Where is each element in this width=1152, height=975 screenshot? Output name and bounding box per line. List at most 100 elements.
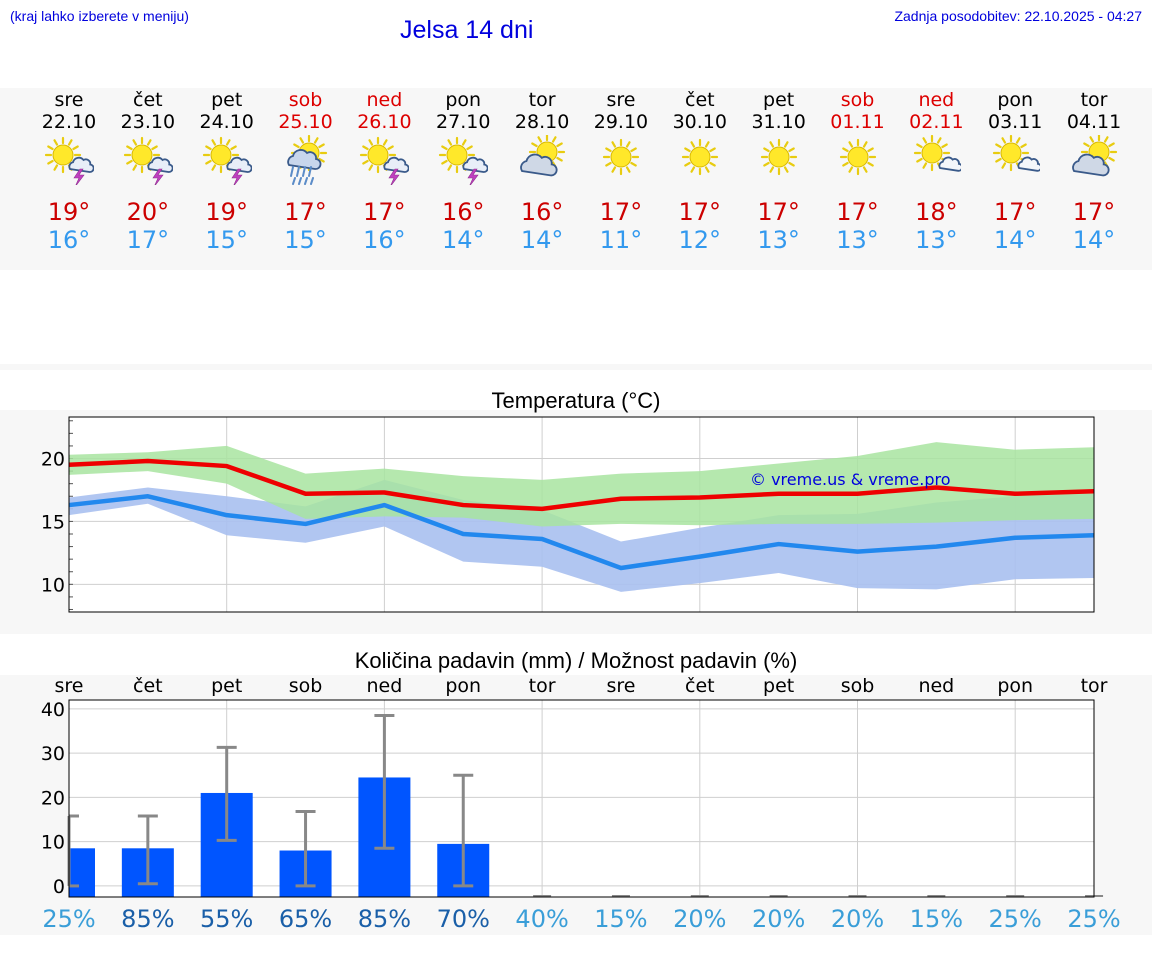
page-title: Jelsa 14 dni [400, 16, 534, 44]
precip-probability: 20% [673, 905, 726, 933]
day-name: sob [840, 89, 875, 111]
sun-ray [317, 143, 325, 149]
x-tick-label: čet [685, 675, 715, 697]
sun-ray [132, 139, 137, 146]
day-name: ned [366, 89, 403, 111]
cloud-shape [286, 149, 321, 170]
sun-ray [556, 156, 563, 162]
sun-ray [922, 162, 928, 169]
sun-ray [605, 147, 612, 153]
sun-ray [72, 145, 79, 151]
sun-ray [292, 143, 300, 149]
day-date: 03.11 [987, 111, 1043, 133]
y-tick-label: 15 [41, 511, 65, 533]
sun-ray [441, 159, 448, 165]
sun-ray [67, 139, 73, 146]
max-temp-line [68, 458, 1095, 512]
precip-probability: 65% [279, 905, 332, 933]
sun-disc [210, 144, 232, 166]
min-temp: 15° [205, 226, 248, 254]
sun-ray [866, 147, 874, 153]
sun-ray [151, 145, 158, 151]
sun-ray [368, 139, 374, 146]
x-tick-label: čet [133, 675, 163, 697]
precip-probability: 85% [358, 905, 411, 933]
cloud-shape [520, 153, 558, 177]
sun-disc [921, 142, 943, 164]
sun-ray [47, 145, 54, 151]
sun-ray [1108, 142, 1115, 148]
sun-ray [611, 166, 617, 173]
sun-ray [862, 166, 868, 173]
x-tick-label: sre [606, 675, 635, 697]
precip-probability: 15% [910, 905, 963, 933]
sun-icon [681, 138, 718, 176]
sun-ray [1108, 156, 1115, 162]
min-temp: 14° [1072, 226, 1116, 254]
sun-ray [762, 147, 770, 153]
sun-ray [769, 141, 774, 148]
y-tick-label: 10 [41, 832, 65, 854]
sun-icon [839, 138, 876, 176]
y-tick-label: 20 [41, 449, 65, 471]
day-date: 22.10 [41, 111, 97, 133]
sun-ray [466, 145, 474, 151]
x-tick-label: tor [1081, 675, 1108, 697]
precip-probability: 20% [752, 905, 805, 933]
lightning-bolt [73, 168, 85, 185]
sun-ray [211, 164, 216, 171]
max-temp: 16° [520, 198, 564, 226]
sun-ray [313, 137, 319, 144]
day-date: 02.11 [909, 111, 964, 133]
precip-probability: 85% [121, 905, 174, 933]
sun-ray [211, 139, 216, 146]
min-temp: 14° [993, 226, 1037, 254]
sun-disc [367, 144, 389, 166]
sun-disc [610, 146, 632, 168]
sun-ray [537, 136, 543, 143]
plot-frame [68, 699, 1095, 898]
day-name: tor [528, 89, 556, 111]
sun-ray [362, 159, 370, 165]
temperature-chart-title: Temperatura (°C) [491, 388, 661, 413]
sun-ray [1083, 142, 1090, 148]
day-name: pet [763, 89, 795, 111]
day-name: sre [606, 89, 636, 111]
y-tick-label: 20 [41, 787, 65, 809]
temperature-chart: 10 15 20 © vreme.us & vreme.pro [41, 416, 1095, 613]
precipitation-chart-title: Količina padavin (mm) / Možnost padavin … [354, 648, 798, 673]
x-tick-label: pon [445, 675, 481, 697]
forecast-days: sre 22.10 19° 16° čet 23.10 20° 17° pet 24.10 19° 1… [0, 88, 1152, 270]
max-temp: 17° [1072, 198, 1116, 226]
precip-probability: 25% [989, 905, 1042, 933]
x-tick-label: sob [841, 675, 875, 697]
day-name: pon [445, 89, 482, 111]
sun-ray [1089, 136, 1095, 143]
max-temp: 20° [126, 198, 170, 226]
day-date: 27.10 [436, 111, 491, 133]
sun-ray [762, 161, 770, 167]
sun-ray [383, 139, 388, 146]
sun-ray [387, 145, 395, 151]
sun-small-cloud-icon [914, 135, 962, 172]
max-temp: 17° [599, 198, 643, 226]
sun-ray [551, 136, 557, 143]
sun-ray [611, 141, 617, 148]
sun-ray [146, 139, 152, 146]
day-name: čet [133, 89, 163, 111]
cloud-shape [147, 156, 173, 173]
sun-ray [916, 157, 924, 163]
sun-ray [229, 145, 237, 151]
sun-ray [783, 166, 789, 173]
sun-ray [630, 147, 637, 153]
day-date: 23.10 [120, 111, 176, 133]
sun-ray [683, 161, 691, 167]
day-date: 31.10 [751, 111, 806, 133]
sun-ray [783, 141, 789, 148]
day-name: čet [685, 89, 715, 111]
menu-note[interactable]: (kraj lahko izberete v meniju) [10, 8, 189, 24]
lightning-bolt [388, 168, 400, 185]
sun-disc [52, 144, 74, 166]
sun-ray [126, 159, 133, 165]
sun-ray [1001, 162, 1007, 169]
